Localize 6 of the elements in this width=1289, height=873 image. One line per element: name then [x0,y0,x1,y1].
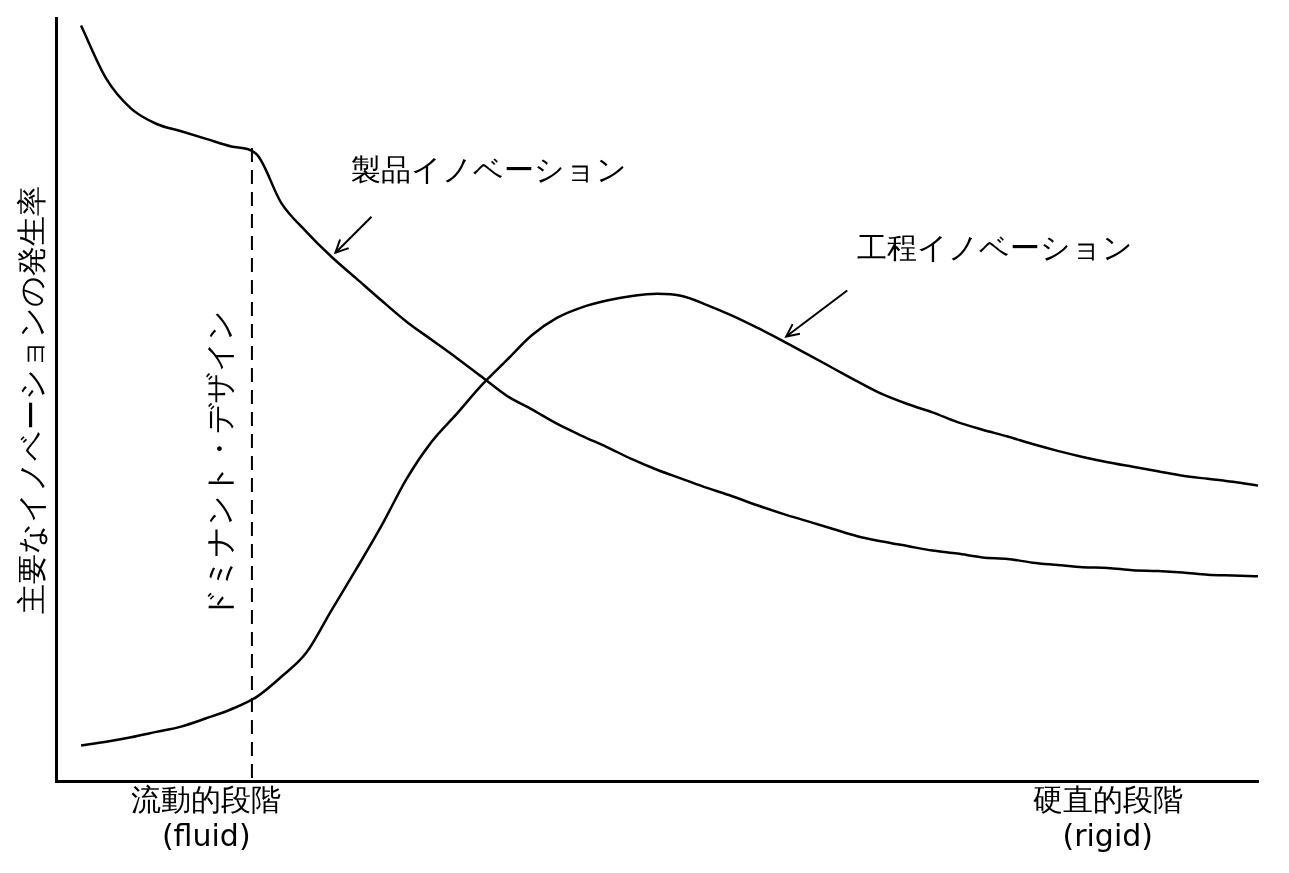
annotation: ドミナント・デザイン [201,310,237,619]
x-tick-label: 硬直的段階 (rigid) [1032,781,1183,853]
text: 製品イノベーション [351,151,628,187]
y-axis-title: 主要なイノベーションの発生率 [13,185,49,614]
text: 工程イノベーション [857,230,1134,266]
x-tick-label: 流動的段階 (fluid) [131,781,282,853]
